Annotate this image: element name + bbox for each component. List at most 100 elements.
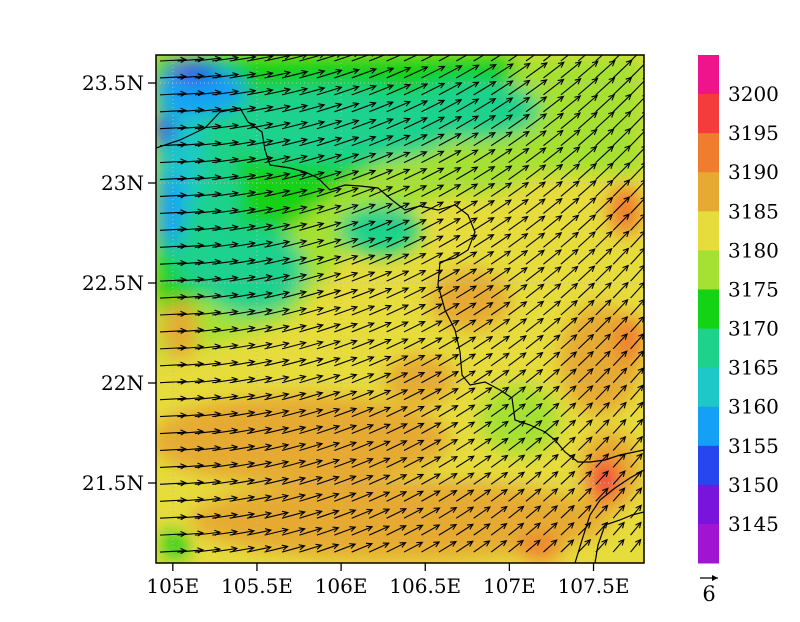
wind-vector bbox=[194, 514, 221, 519]
wind-vector-head bbox=[265, 324, 273, 332]
wind-vector-head bbox=[249, 105, 257, 112]
wind-vector-head bbox=[472, 64, 480, 71]
wind-vector bbox=[194, 311, 221, 316]
wind-vector bbox=[508, 165, 529, 180]
wind-vector-head bbox=[299, 357, 307, 364]
colorbar-label: 3185 bbox=[728, 199, 779, 223]
wind-vector-head bbox=[503, 318, 511, 325]
wind-vector bbox=[421, 82, 445, 96]
wind-vector-head bbox=[570, 368, 577, 375]
wind-vector-head bbox=[383, 423, 392, 430]
wind-vector bbox=[247, 89, 273, 96]
wind-vector-head bbox=[368, 237, 376, 244]
wind-vector-head bbox=[403, 100, 412, 107]
wind-vector bbox=[490, 421, 509, 434]
wind-vector-head bbox=[318, 86, 326, 93]
wind-vector-head bbox=[334, 153, 343, 160]
wind-vector-head bbox=[349, 475, 357, 482]
wind-vector bbox=[543, 283, 561, 299]
wind-vector bbox=[334, 103, 359, 113]
wind-vector bbox=[403, 490, 424, 502]
wind-vector bbox=[455, 404, 475, 418]
wind-vector bbox=[264, 139, 290, 147]
colorbar-label: 3195 bbox=[728, 121, 779, 145]
wind-vector bbox=[473, 472, 491, 485]
wind-vector-head bbox=[266, 121, 274, 128]
colorbar-swatch bbox=[698, 211, 719, 251]
wind-vector bbox=[368, 305, 392, 316]
wind-vector bbox=[595, 179, 614, 197]
wind-vector bbox=[490, 80, 513, 96]
wind-vector-head bbox=[404, 83, 412, 90]
wind-vector bbox=[334, 357, 357, 367]
wind-vector-head bbox=[351, 203, 359, 210]
wind-vector bbox=[316, 442, 340, 451]
wind-vector bbox=[334, 323, 358, 333]
wind-vector bbox=[264, 241, 290, 248]
wind-vector bbox=[403, 541, 423, 553]
wind-vector-head bbox=[523, 79, 531, 86]
wind-vector-head bbox=[618, 521, 625, 529]
wind-vector bbox=[159, 143, 186, 147]
wind-vector bbox=[194, 463, 221, 468]
wind-vector-head bbox=[625, 93, 633, 101]
wind-vector bbox=[438, 303, 460, 316]
wind-vector-head bbox=[506, 80, 514, 87]
wind-vector bbox=[508, 318, 527, 333]
wind-vector bbox=[212, 226, 238, 231]
wind-vector bbox=[595, 214, 613, 231]
wind-vector bbox=[577, 197, 596, 214]
wind-vector bbox=[473, 55, 485, 62]
wind-vector bbox=[316, 323, 340, 333]
wind-vector bbox=[229, 225, 255, 231]
wind-vector bbox=[543, 488, 558, 502]
wind-vector bbox=[508, 97, 530, 113]
wind-vector bbox=[525, 147, 546, 164]
wind-vector-head bbox=[568, 470, 576, 478]
wind-vector bbox=[438, 133, 462, 147]
wind-vector-head bbox=[488, 182, 496, 190]
wind-vector bbox=[177, 109, 204, 113]
wind-vector-head bbox=[635, 521, 642, 529]
wind-vector bbox=[316, 408, 340, 418]
wind-vector-head bbox=[539, 164, 547, 171]
wind-vector-head bbox=[266, 172, 274, 179]
wind-vector bbox=[368, 135, 393, 147]
wind-vector-head bbox=[454, 167, 462, 173]
wind-vector-head bbox=[249, 122, 257, 129]
wind-vector-head bbox=[640, 179, 644, 183]
wind-vector-head bbox=[436, 235, 444, 242]
wind-vector bbox=[490, 472, 508, 485]
wind-vector bbox=[299, 527, 322, 536]
wind-vector bbox=[473, 200, 495, 214]
wind-vector-head bbox=[283, 256, 291, 263]
wind-vector bbox=[299, 476, 323, 485]
wind-vector-head bbox=[603, 384, 611, 392]
wind-vector bbox=[560, 55, 570, 62]
wind-vector-head bbox=[621, 315, 629, 323]
wind-vector bbox=[351, 271, 375, 282]
wind-vector bbox=[490, 63, 514, 79]
wind-vector-head bbox=[501, 488, 509, 496]
wind-vector bbox=[473, 166, 495, 180]
wind-vector-head bbox=[416, 490, 425, 497]
wind-vector bbox=[473, 438, 492, 451]
wind-vector bbox=[316, 527, 339, 536]
wind-vector-head bbox=[601, 538, 608, 546]
wind-vector-head bbox=[351, 271, 359, 278]
wind-vector bbox=[264, 258, 290, 265]
wind-vector-head bbox=[624, 161, 631, 169]
wind-vector-head bbox=[571, 265, 579, 273]
wind-vector bbox=[456, 55, 469, 62]
wind-vector bbox=[386, 406, 408, 418]
wind-vector bbox=[403, 321, 425, 333]
wind-vector-head bbox=[180, 412, 188, 419]
wind-vector-head bbox=[283, 222, 291, 229]
wind-vector-head bbox=[569, 402, 577, 409]
wind-vector bbox=[438, 116, 462, 130]
wind-vector-head bbox=[435, 371, 443, 378]
wind-vector bbox=[421, 150, 444, 164]
wind-vector-head bbox=[450, 523, 458, 530]
wind-vector bbox=[577, 334, 594, 350]
wind-vector-head bbox=[500, 539, 508, 547]
